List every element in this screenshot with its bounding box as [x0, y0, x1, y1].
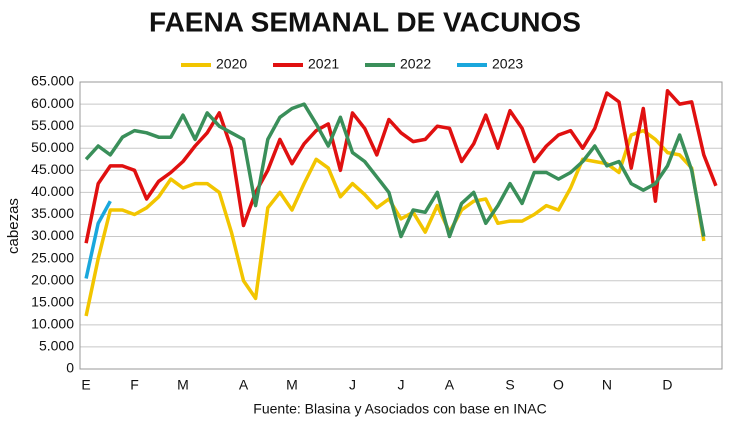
series-line: [84, 128, 706, 317]
x-tick-label: A: [239, 377, 249, 393]
series-line: [84, 200, 112, 279]
x-tick-label: D: [662, 377, 672, 393]
y-tick-label: 25.000: [31, 249, 74, 265]
y-tick-label: 65.000: [31, 73, 74, 89]
y-tick-label: 45.000: [31, 161, 74, 177]
legend-label: 2022: [400, 56, 431, 72]
x-tick-label: F: [130, 377, 139, 393]
x-tick-label: N: [602, 377, 612, 393]
x-tick-label: O: [553, 377, 564, 393]
x-tick-label: S: [505, 377, 514, 393]
legend-label: 2021: [308, 56, 339, 72]
y-tick-label: 10.000: [31, 316, 74, 332]
y-tick-label: 0: [66, 360, 74, 376]
x-tick-label: M: [286, 377, 298, 393]
source: Fuente: Blasina y Asociados con base en …: [253, 401, 546, 417]
legend-label: 2023: [492, 56, 523, 72]
x-tick-label: E: [81, 377, 90, 393]
y-tick-label: 5.000: [39, 338, 74, 354]
x-tick-label: J: [398, 377, 405, 393]
y-axis-label: cabezas: [5, 198, 22, 254]
y-tick-label: 60.000: [31, 95, 74, 111]
y-tick-label: 55.000: [31, 117, 74, 133]
x-tick-label: A: [445, 377, 455, 393]
x-tick-label: M: [177, 377, 189, 393]
series-line: [84, 102, 706, 239]
y-tick-label: 20.000: [31, 271, 74, 287]
y-tick-label: 35.000: [31, 205, 74, 221]
y-tick-label: 40.000: [31, 183, 74, 199]
series-line: [84, 89, 718, 244]
chart-title: FAENA SEMANAL DE VACUNOS: [149, 6, 581, 37]
y-tick-label: 15.000: [31, 293, 74, 309]
x-tick-label: J: [349, 377, 356, 393]
plot-frame: [79, 81, 723, 370]
legend-label: 2020: [216, 56, 247, 72]
y-tick-label: 50.000: [31, 139, 74, 155]
y-tick-label: 30.000: [31, 227, 74, 243]
